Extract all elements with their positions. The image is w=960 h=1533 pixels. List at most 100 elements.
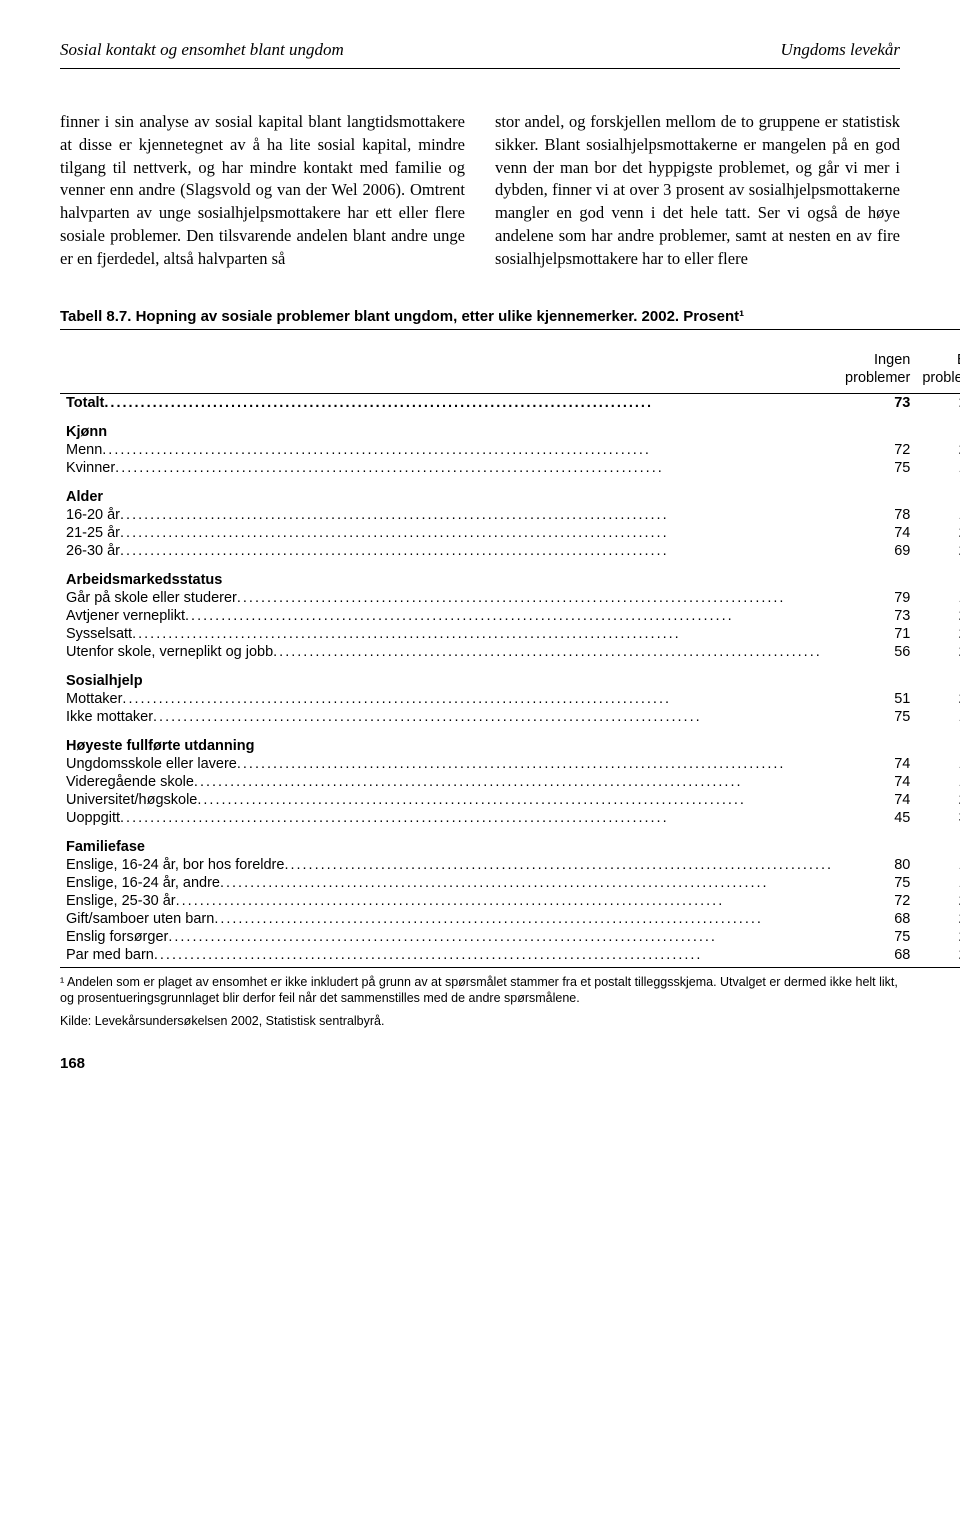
row-label: 16-20 år ...............................… <box>60 506 839 524</box>
row-label: Avtjener verneplikt ....................… <box>60 607 839 625</box>
table-row: Går på skole eller studerer ............… <box>60 589 960 607</box>
row-label: Totalt .................................… <box>60 394 839 413</box>
body-col-right: stor andel, og forskjellen mellom de to … <box>495 111 900 270</box>
cell: 15 <box>916 589 960 607</box>
table-row: Høyeste fullførte utdanning <box>60 726 960 755</box>
cell: 19 <box>916 755 960 773</box>
table-row: Enslige, 16-24 år, bor hos foreldre ....… <box>60 856 960 874</box>
row-label: Utenfor skole, verneplikt og jobb ......… <box>60 643 839 661</box>
cell <box>916 560 960 589</box>
table-row: Menn ...................................… <box>60 441 960 459</box>
table-row: Avtjener verneplikt ....................… <box>60 607 960 625</box>
row-label: Sosialhjelp <box>60 661 839 690</box>
row-label: Uoppgitt ...............................… <box>60 809 839 827</box>
table-row: Arbeidsmarkedsstatus <box>60 560 960 589</box>
cell: 75 <box>839 459 916 477</box>
table-row: Kjønn <box>60 412 960 441</box>
body-columns: finner i sin analyse av sosial kapital b… <box>60 111 900 270</box>
cell: 79 <box>839 589 916 607</box>
table-row: Totalt .................................… <box>60 394 960 413</box>
cell <box>839 477 916 506</box>
cell: 56 <box>839 643 916 661</box>
row-label: 26-30 år ...............................… <box>60 542 839 560</box>
table-row: Sysselsatt .............................… <box>60 625 960 643</box>
footnote-2: Kilde: Levekårsundersøkelsen 2002, Stati… <box>60 1013 900 1029</box>
row-label: Enslige, 16-24 år, andre ...............… <box>60 874 839 892</box>
row-label: Mottaker ...............................… <box>60 690 839 708</box>
cell: 78 <box>839 506 916 524</box>
cell: 72 <box>839 441 916 459</box>
table-row: 21-25 år ...............................… <box>60 524 960 542</box>
table-row: Alder <box>60 477 960 506</box>
row-label: Universitet/høgskole ...................… <box>60 791 839 809</box>
table-row: Enslig forsørger .......................… <box>60 928 960 946</box>
cell: 18 <box>916 773 960 791</box>
row-label: Høyeste fullførte utdanning <box>60 726 839 755</box>
table-row: Familiefase <box>60 827 960 856</box>
cell <box>839 827 916 856</box>
cell: 28 <box>916 643 960 661</box>
table-row: Ungdomsskole eller lavere ..............… <box>60 755 960 773</box>
cell: 21 <box>916 791 960 809</box>
cell: 68 <box>839 946 916 968</box>
table-header-row: Ingenproblemer Ettproblem Toproblemer Tr… <box>60 331 960 394</box>
row-label: Sysselsatt .............................… <box>60 625 839 643</box>
cell: 73 <box>839 607 916 625</box>
cell: 15 <box>916 856 960 874</box>
table-row: 16-20 år ...............................… <box>60 506 960 524</box>
cell: 22 <box>916 542 960 560</box>
cell: 74 <box>839 755 916 773</box>
table-row: Utenfor skole, verneplikt og jobb ......… <box>60 643 960 661</box>
row-label: Enslig forsørger .......................… <box>60 928 839 946</box>
cell: 75 <box>839 928 916 946</box>
table-row: Uoppgitt ...............................… <box>60 809 960 827</box>
cell: 21 <box>916 625 960 643</box>
row-label: Familiefase <box>60 827 839 856</box>
cell: 14 <box>916 506 960 524</box>
cell <box>916 827 960 856</box>
page: Sosial kontakt og ensomhet blant ungdom … <box>0 0 960 1112</box>
cell <box>916 726 960 755</box>
row-label: Menn ...................................… <box>60 441 839 459</box>
row-label: Gift/samboer uten barn .................… <box>60 910 839 928</box>
cell: 18 <box>916 459 960 477</box>
cell <box>916 661 960 690</box>
table-row: Enslige, 25-30 år ......................… <box>60 892 960 910</box>
table-row: Kvinner ................................… <box>60 459 960 477</box>
cell <box>839 661 916 690</box>
cell <box>839 560 916 589</box>
cell: 51 <box>839 690 916 708</box>
table-row: Ikke mottaker ..........................… <box>60 708 960 726</box>
cell: 18 <box>916 708 960 726</box>
cell <box>839 726 916 755</box>
row-label: Ikke mottaker ..........................… <box>60 708 839 726</box>
col-header-1: Ingenproblemer <box>839 331 916 394</box>
row-label: Par med barn ...........................… <box>60 946 839 968</box>
cell: 37 <box>916 809 960 827</box>
row-label: Videregående skole .....................… <box>60 773 839 791</box>
table-row: Universitet/høgskole ...................… <box>60 791 960 809</box>
cell: 45 <box>839 809 916 827</box>
table-row: Gift/samboer uten barn .................… <box>60 910 960 928</box>
row-label: 21-25 år ...............................… <box>60 524 839 542</box>
row-label: Arbeidsmarkedsstatus <box>60 560 839 589</box>
cell: 74 <box>839 773 916 791</box>
cell <box>916 412 960 441</box>
cell: 71 <box>839 625 916 643</box>
col-header-2: Ettproblem <box>916 331 960 394</box>
cell <box>839 412 916 441</box>
body-col-left: finner i sin analyse av sosial kapital b… <box>60 111 465 270</box>
row-label: Ungdomsskole eller lavere ..............… <box>60 755 839 773</box>
cell: 23 <box>916 607 960 625</box>
running-header: Sosial kontakt og ensomhet blant ungdom … <box>60 40 900 60</box>
table-row: Mottaker ...............................… <box>60 690 960 708</box>
row-label: Kjønn <box>60 412 839 441</box>
table-row: Enslige, 16-24 år, andre ...............… <box>60 874 960 892</box>
table-row: 26-30 år ...............................… <box>60 542 960 560</box>
cell: 75 <box>839 708 916 726</box>
cell: 21 <box>916 910 960 928</box>
cell: 74 <box>839 791 916 809</box>
cell: 80 <box>839 856 916 874</box>
cell: 68 <box>839 910 916 928</box>
cell: 25 <box>916 690 960 708</box>
